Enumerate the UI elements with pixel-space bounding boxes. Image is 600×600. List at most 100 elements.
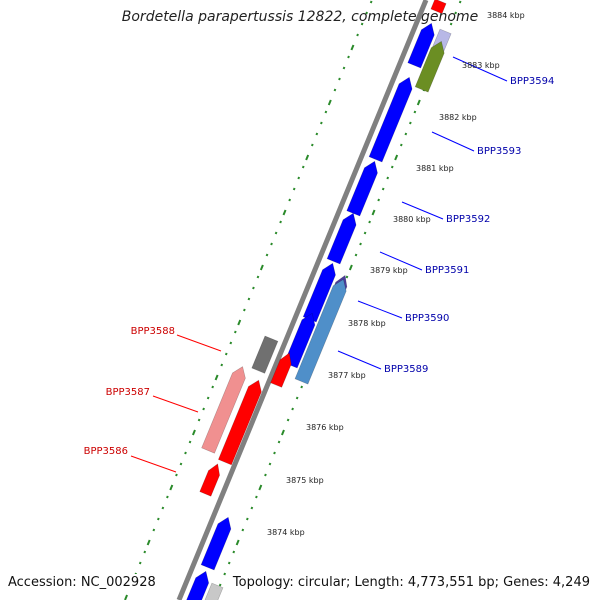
gene-label[interactable]: BPP3586 <box>84 446 128 457</box>
right-tick <box>273 451 276 455</box>
right-tick <box>413 110 417 114</box>
left-tick <box>229 341 233 345</box>
gene-arrow <box>200 516 232 571</box>
left-tick <box>166 495 169 499</box>
tick-marks <box>124 0 462 600</box>
label-connector <box>337 350 382 370</box>
left-tick <box>175 473 178 477</box>
gene-labels: BPP3594 BPP3593 BPP3592 BPP3591 BPP3590 BPP35… <box>84 76 555 457</box>
left-tick <box>265 253 269 257</box>
gene-label[interactable]: BPP3587 <box>106 387 150 398</box>
right-tick <box>277 440 281 444</box>
left-tick <box>247 297 251 301</box>
right-tick <box>363 231 367 235</box>
left-tick <box>143 550 147 554</box>
gene-arrow <box>251 335 279 374</box>
right-tick <box>264 473 267 477</box>
left-tick <box>214 374 219 381</box>
gene-label[interactable]: BPP3590 <box>405 313 449 324</box>
gene-arrow <box>199 463 220 497</box>
scale-label: 3875 kbp <box>286 476 324 485</box>
gene-label[interactable]: BPP3588 <box>131 326 175 337</box>
right-tick <box>409 121 412 125</box>
left-tick <box>310 143 314 147</box>
right-tick <box>348 264 353 271</box>
right-tick <box>377 198 381 202</box>
scale-label: 3883 kbp <box>462 61 500 70</box>
left-tick <box>169 484 174 491</box>
left-tick <box>342 66 346 70</box>
left-tick <box>157 517 160 521</box>
gene-label[interactable]: BPP3592 <box>446 214 490 225</box>
right-tick <box>291 407 294 411</box>
label-connector <box>452 56 508 82</box>
left-tick <box>279 220 282 224</box>
gene-arrow <box>346 160 378 217</box>
left-tick <box>350 44 355 51</box>
label-connector <box>130 455 177 473</box>
scale-label: 3882 kbp <box>439 113 477 122</box>
right-tick <box>381 187 385 191</box>
left-tick <box>124 594 128 600</box>
genome-stats-text: Topology: circular; Length: 4,773,551 bp… <box>230 574 592 591</box>
scale-label: 3879 kbp <box>370 266 408 275</box>
right-tick <box>399 143 403 147</box>
gene-arrow <box>270 352 292 388</box>
gene-label[interactable]: BPP3589 <box>384 364 428 375</box>
right-tick <box>458 0 462 4</box>
left-tick <box>138 561 142 565</box>
gene-arrow <box>302 262 336 323</box>
right-tick <box>218 583 222 587</box>
gene-features <box>186 0 452 600</box>
label-connector <box>176 334 222 352</box>
label-connector <box>357 300 403 319</box>
right-tick <box>416 99 421 106</box>
left-tick <box>347 55 350 59</box>
left-tick <box>256 275 260 279</box>
left-tick <box>270 242 273 246</box>
gene-label[interactable]: BPP3591 <box>425 265 469 276</box>
right-tick <box>281 429 285 436</box>
right-tick <box>246 517 249 521</box>
left-tick <box>197 418 201 422</box>
left-tick <box>220 363 224 367</box>
genome-backbone <box>176 0 429 600</box>
map-title: Bordetella parapertussis 12822, complete… <box>121 9 479 25</box>
gene-arrow <box>283 312 316 369</box>
right-tick <box>454 11 457 15</box>
left-tick <box>211 385 215 389</box>
left-tick <box>365 11 368 15</box>
label-connector <box>401 201 444 220</box>
left-tick <box>301 165 305 169</box>
scale-labels: 3884 kbp 3883 kbp 3882 kbp 3881 kbp 3880 kbp… <box>247 11 525 589</box>
accession-text: Accession: NC_002928 <box>6 574 158 591</box>
left-tick <box>184 451 187 455</box>
left-tick <box>292 187 296 191</box>
right-tick <box>394 154 399 161</box>
left-tick <box>327 99 332 106</box>
left-tick <box>192 429 196 436</box>
left-tick <box>206 396 210 400</box>
left-tick <box>369 0 373 4</box>
left-tick <box>333 88 337 92</box>
scale-label: 3874 kbp <box>267 528 305 537</box>
left-tick <box>146 539 151 546</box>
gene-label[interactable]: BPP3594 <box>510 76 554 87</box>
gene-label[interactable]: BPP3593 <box>477 146 521 157</box>
gene-arrow <box>186 570 210 600</box>
left-tick <box>202 407 205 411</box>
left-tick <box>243 308 246 312</box>
left-tick <box>324 110 328 114</box>
scale-label: 3884 kbp <box>487 11 525 20</box>
left-tick <box>161 506 165 510</box>
left-tick <box>288 198 292 202</box>
left-tick <box>259 264 264 271</box>
right-tick <box>404 132 408 136</box>
right-tick <box>371 209 376 216</box>
right-tick <box>354 253 358 257</box>
left-tick <box>252 286 255 290</box>
right-tick <box>241 528 245 532</box>
right-tick <box>227 561 231 565</box>
label-connector <box>431 131 475 152</box>
right-tick <box>295 396 299 400</box>
